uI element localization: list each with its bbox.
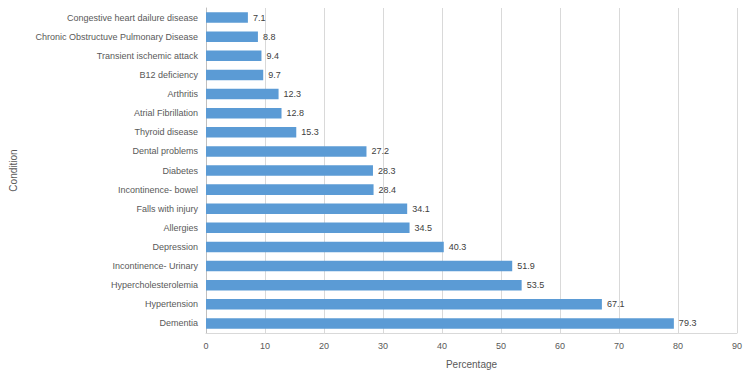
svg-text:Allergies: Allergies [163, 223, 198, 233]
svg-text:40: 40 [437, 341, 447, 351]
svg-text:Transient ischemic attack: Transient ischemic attack [97, 51, 199, 61]
svg-text:Percentage: Percentage [446, 359, 498, 370]
svg-text:Depression: Depression [152, 242, 198, 252]
svg-text:Hypertension: Hypertension [145, 299, 198, 309]
svg-text:20: 20 [319, 341, 329, 351]
svg-text:79.3: 79.3 [679, 318, 697, 328]
svg-text:9.7: 9.7 [268, 70, 281, 80]
svg-text:Arthritis: Arthritis [167, 89, 198, 99]
svg-text:28.3: 28.3 [378, 166, 396, 176]
svg-text:Dental problems: Dental problems [132, 146, 198, 156]
svg-text:12.3: 12.3 [284, 89, 302, 99]
svg-text:70: 70 [614, 341, 624, 351]
svg-text:80: 80 [673, 341, 683, 351]
svg-text:Incontinence- bowel: Incontinence- bowel [118, 185, 198, 195]
svg-text:50: 50 [496, 341, 506, 351]
svg-text:12.8: 12.8 [287, 108, 305, 118]
svg-text:Falls with injury: Falls with injury [136, 204, 198, 214]
svg-text:Chronic Obstructuve Pulmonary: Chronic Obstructuve Pulmonary Disease [35, 32, 198, 42]
svg-text:B12 deficiency: B12 deficiency [139, 70, 198, 80]
svg-text:Incontinence- Urinary: Incontinence- Urinary [112, 261, 198, 271]
svg-text:Atrial Fibrillation: Atrial Fibrillation [134, 108, 198, 118]
svg-text:53.5: 53.5 [527, 280, 545, 290]
svg-text:15.3: 15.3 [301, 127, 319, 137]
svg-text:10: 10 [260, 341, 270, 351]
svg-text:28.4: 28.4 [379, 185, 397, 195]
svg-text:Hypercholesterolemia: Hypercholesterolemia [111, 280, 198, 290]
svg-text:60: 60 [555, 341, 565, 351]
svg-text:27.2: 27.2 [371, 146, 389, 156]
svg-text:67.1: 67.1 [607, 299, 625, 309]
svg-text:34.5: 34.5 [415, 223, 433, 233]
svg-text:Dementia: Dementia [159, 318, 198, 328]
svg-text:7.1: 7.1 [253, 13, 266, 23]
svg-text:Congestive heart dailure disea: Congestive heart dailure disease [67, 13, 198, 23]
svg-text:8.8: 8.8 [263, 32, 276, 42]
svg-text:Diabetes: Diabetes [162, 166, 198, 176]
svg-text:40.3: 40.3 [449, 242, 467, 252]
svg-text:0: 0 [203, 341, 208, 351]
svg-text:Condition: Condition [8, 149, 19, 191]
svg-text:34.1: 34.1 [412, 204, 430, 214]
svg-text:Thyroid disease: Thyroid disease [134, 127, 198, 137]
svg-text:9.4: 9.4 [266, 51, 279, 61]
svg-text:30: 30 [378, 341, 388, 351]
svg-text:90: 90 [732, 341, 742, 351]
svg-text:51.9: 51.9 [517, 261, 535, 271]
